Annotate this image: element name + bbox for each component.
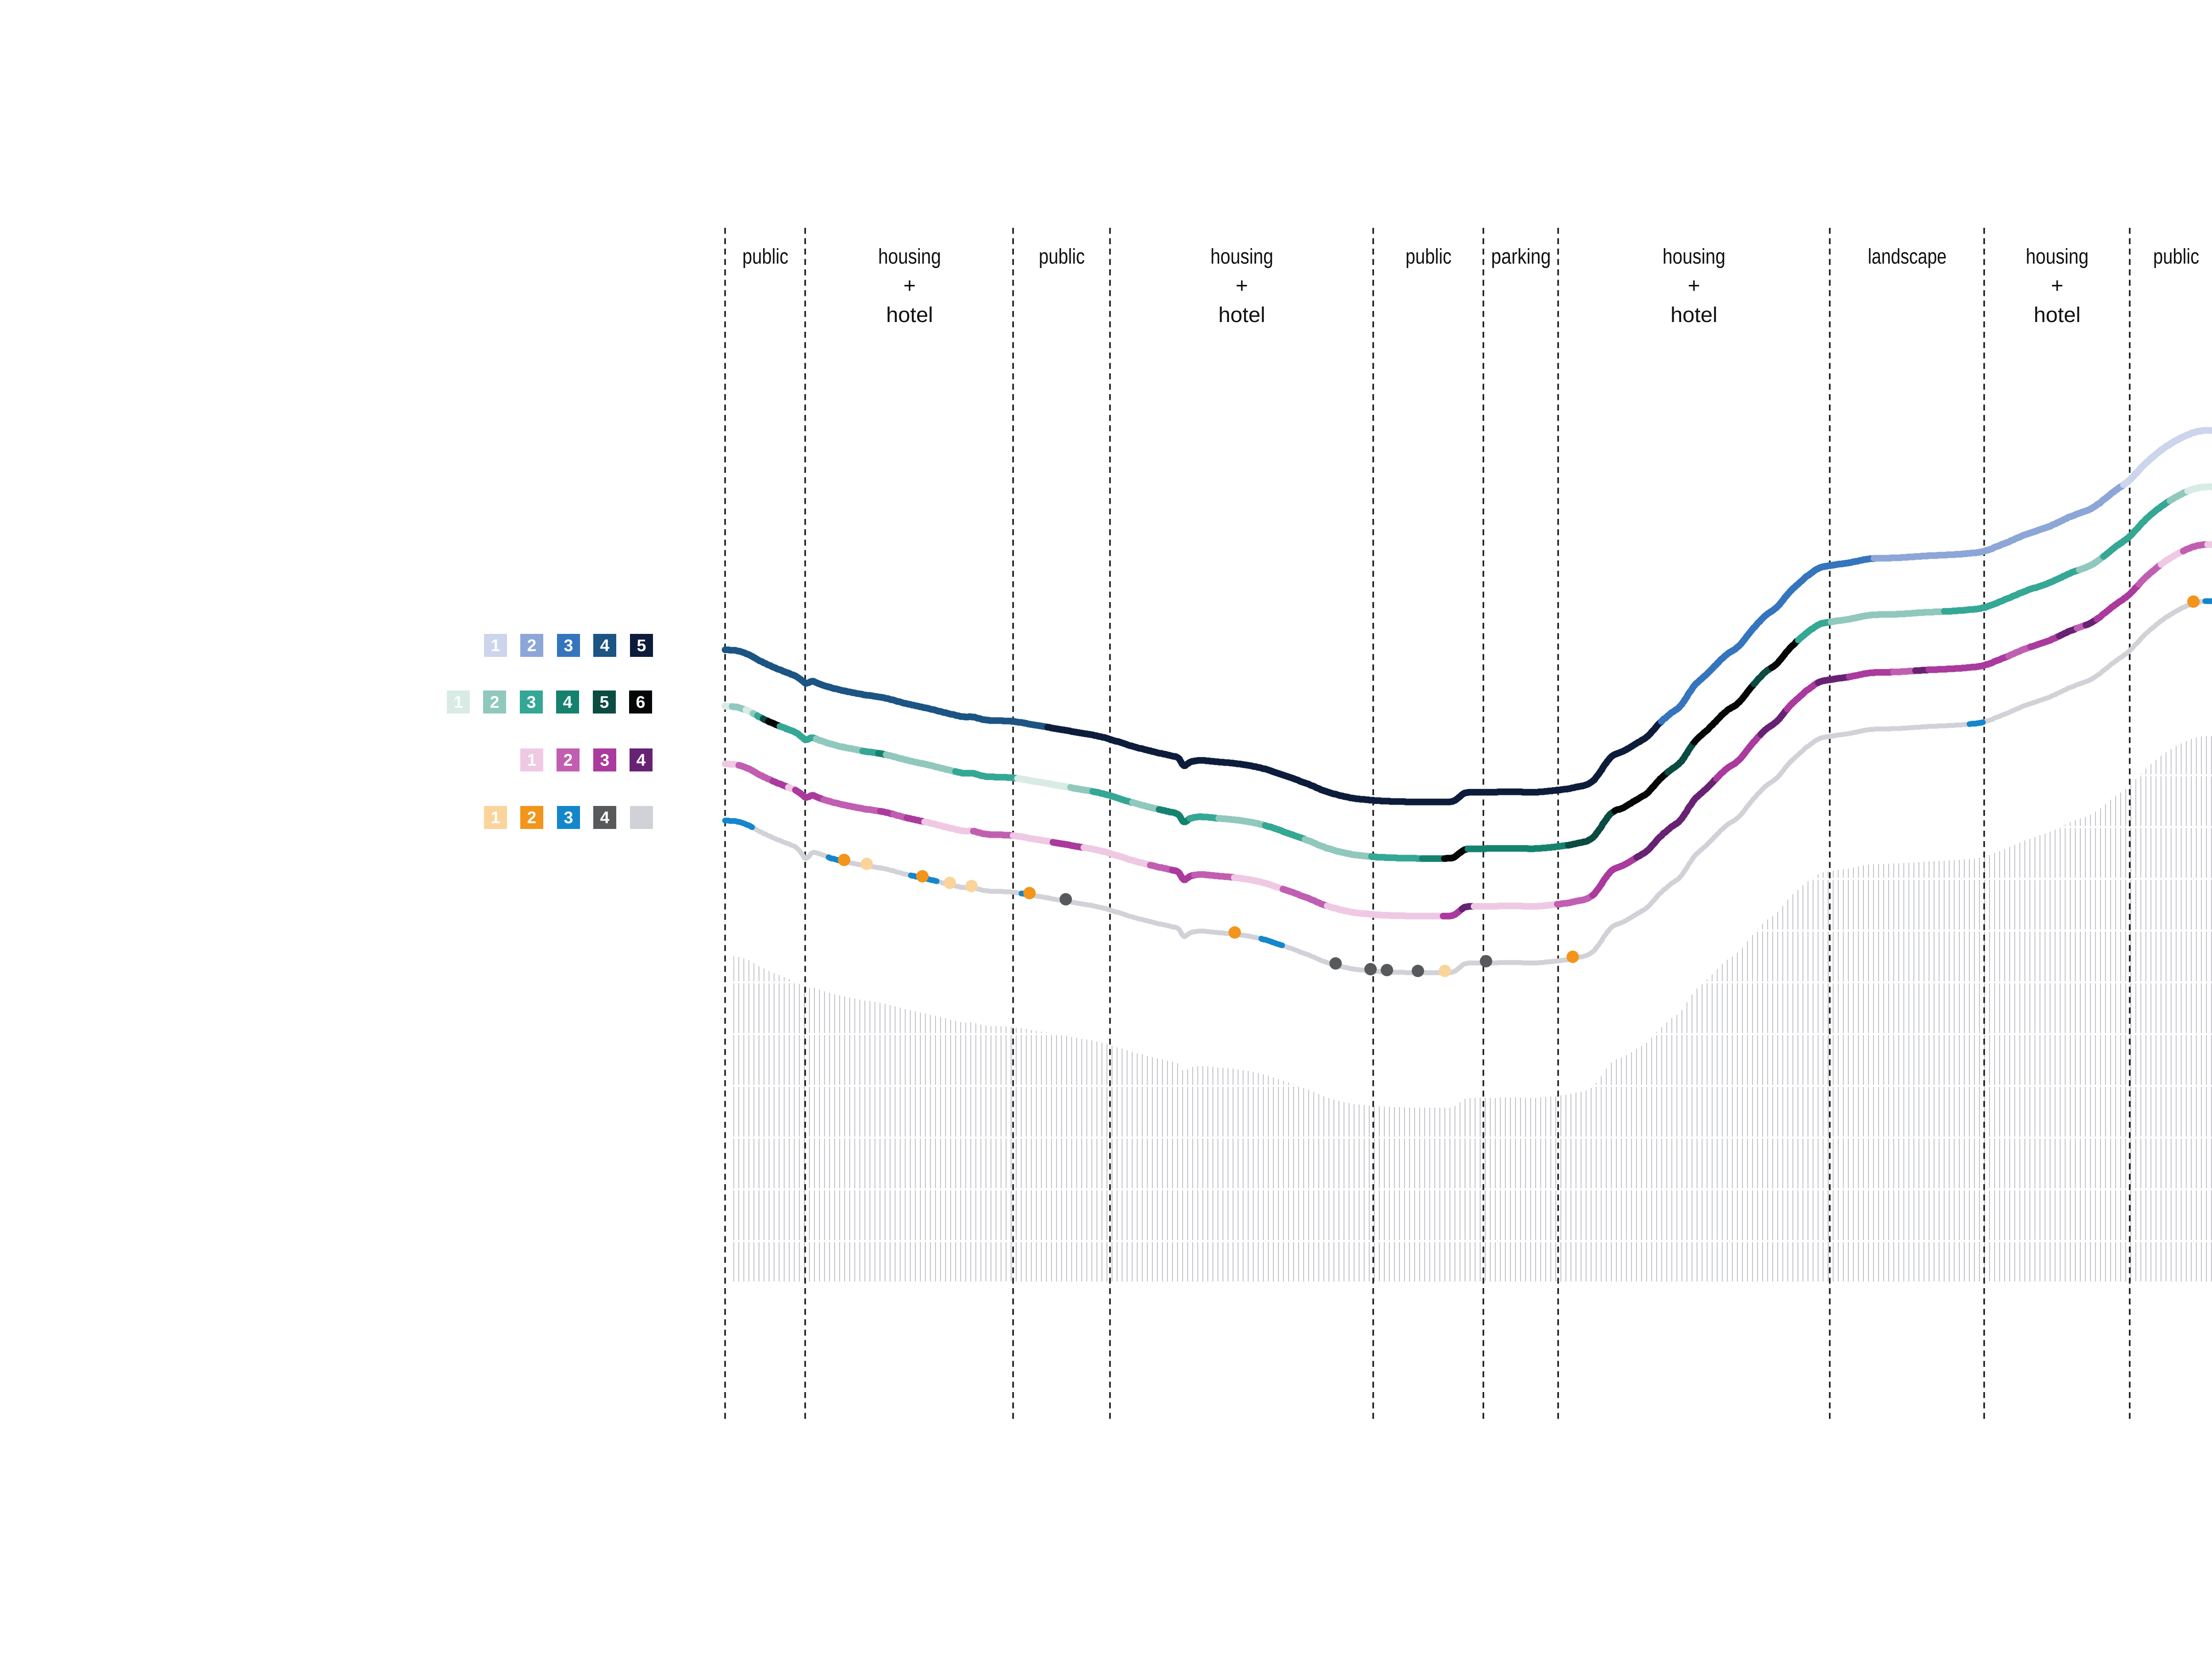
- svg-text:3: 3: [526, 693, 536, 712]
- svg-text:3: 3: [600, 751, 609, 770]
- svg-text:hotel: hotel: [2034, 303, 2081, 327]
- svg-text:+: +: [903, 274, 916, 298]
- svg-text:+: +: [1688, 274, 1700, 298]
- svg-text:public: public: [2153, 245, 2199, 269]
- svg-text:housing: housing: [1210, 245, 1273, 269]
- svg-text:1: 1: [491, 637, 500, 655]
- svg-text:2: 2: [527, 809, 536, 827]
- svg-text:4: 4: [600, 637, 609, 655]
- svg-text:public: public: [1039, 245, 1085, 269]
- svg-text:1: 1: [491, 809, 500, 827]
- svg-text:1: 1: [453, 693, 463, 712]
- svg-text:2: 2: [563, 751, 572, 770]
- svg-text:landscape: landscape: [1868, 245, 1947, 269]
- svg-text:hotel: hotel: [1671, 303, 1717, 327]
- svg-text:public: public: [742, 245, 788, 269]
- svg-text:4: 4: [636, 751, 645, 770]
- svg-text:2: 2: [527, 637, 536, 655]
- svg-text:hotel: hotel: [886, 303, 933, 327]
- svg-text:1: 1: [527, 751, 536, 770]
- svg-text:housing: housing: [2026, 245, 2089, 269]
- svg-text:6: 6: [636, 693, 645, 712]
- svg-text:4: 4: [600, 809, 609, 827]
- svg-text:+: +: [2051, 274, 2063, 298]
- svg-text:public: public: [1406, 245, 1452, 269]
- svg-text:3: 3: [564, 637, 573, 655]
- svg-text:hotel: hotel: [1218, 303, 1265, 327]
- svg-text:5: 5: [637, 637, 646, 655]
- svg-text:2: 2: [490, 693, 499, 712]
- svg-text:parking: parking: [1491, 245, 1551, 269]
- svg-text:housing: housing: [1663, 245, 1725, 269]
- svg-text:3: 3: [564, 809, 573, 827]
- svg-text:5: 5: [599, 693, 609, 712]
- svg-text:4: 4: [563, 693, 572, 712]
- svg-text:+: +: [1236, 274, 1248, 298]
- svg-text:housing: housing: [878, 245, 941, 269]
